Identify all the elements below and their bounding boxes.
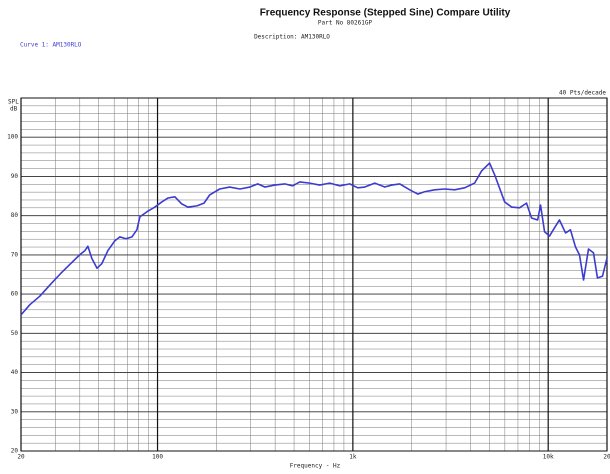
plot-frame — [20, 97, 608, 452]
x-tick-label: 100 — [152, 454, 163, 461]
y-tick-label: 100 — [7, 134, 18, 141]
y-tick-label: 30 — [11, 408, 19, 415]
chart-title: Frequency Response (Stepped Sine) Compar… — [260, 8, 511, 19]
x-tick-label: 10k — [543, 454, 554, 461]
response-curve — [20, 162, 608, 316]
y-tick-label: 80 — [11, 212, 19, 219]
x-tick-label: 20 — [603, 454, 610, 461]
y-axis-label: SPL — [8, 99, 19, 106]
y-tick-label: 60 — [11, 291, 19, 298]
x-axis-label: Frequency - Hz — [290, 463, 341, 470]
y-axis-label: dB — [10, 106, 18, 113]
part-number: Part No 80261GP — [318, 20, 373, 27]
resolution: 40 Pts/decade — [559, 90, 606, 97]
y-tick-label: 20 — [11, 448, 19, 455]
curve-label: Curve 1: AM130RLO — [20, 42, 82, 49]
y-tick-label: 70 — [11, 251, 19, 258]
x-tick-label: 20 — [17, 454, 25, 461]
y-tick-label: 40 — [11, 369, 19, 376]
description: Description: AM130RLO — [254, 34, 330, 41]
y-tick-label: 50 — [11, 330, 19, 337]
x-tick-label: 1k — [349, 454, 357, 461]
y-tick-label: 90 — [11, 173, 19, 180]
